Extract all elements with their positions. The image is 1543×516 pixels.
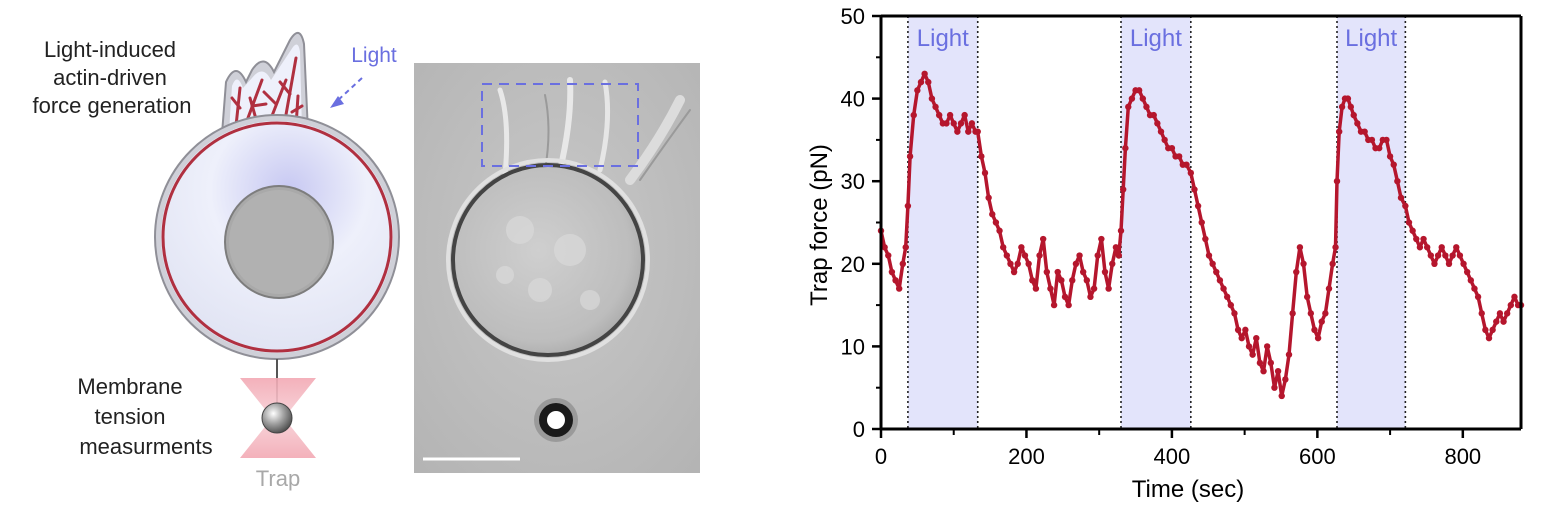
micrograph-cell-halo <box>446 158 650 362</box>
light-label: Light <box>351 44 397 67</box>
cell-schematic: Light-induced actin-driven force generat… <box>33 32 400 491</box>
schematic-title: Light-induced actin-driven force generat… <box>33 37 192 118</box>
y-tick-label: 0 <box>853 417 865 442</box>
measurement-line-3: measurments <box>79 434 212 459</box>
micrograph-texture <box>496 216 600 310</box>
light-band-2 <box>1121 16 1191 429</box>
schematic-title-line-3: force generation <box>33 93 192 118</box>
x-tick-label: 600 <box>1299 444 1336 469</box>
light-arrow <box>330 77 363 108</box>
y-tick-label: 20 <box>841 252 865 277</box>
force-chart: Light Light Light 0 10 20 30 40 50 0 200 400 600 80… <box>806 4 1525 503</box>
x-tick-label: 0 <box>875 444 887 469</box>
x-axis-label: Time (sec) <box>1132 476 1244 503</box>
schematic-title-line-2: actin-driven <box>53 65 167 90</box>
light-band-label-2: Light <box>1130 25 1182 52</box>
y-tick-label: 30 <box>841 169 865 194</box>
measurement-line-2: tension <box>95 404 166 429</box>
micrograph <box>414 63 700 473</box>
x-tick-label: 800 <box>1444 444 1481 469</box>
series-trace-1 <box>879 72 1521 398</box>
light-bands <box>907 16 1407 429</box>
y-tick-label: 50 <box>841 4 865 29</box>
micrograph-bead-center <box>547 411 565 429</box>
light-band-3 <box>1337 16 1406 429</box>
cell-cortex <box>161 121 393 353</box>
light-band-labels: Light Light Light <box>917 25 1398 52</box>
measurement-line-1: Membrane <box>77 374 182 399</box>
y-axis-label: Trap force (pN) <box>806 144 833 306</box>
trap-label: Trap <box>256 466 300 491</box>
trap-bead <box>261 402 293 434</box>
micrograph-cell <box>451 163 645 357</box>
region-of-interest-box <box>481 83 639 167</box>
light-band-label-1: Light <box>917 25 969 52</box>
x-tick-label: 200 <box>1008 444 1045 469</box>
light-band-label-3: Light <box>1345 25 1397 52</box>
x-ticks: 0 200 400 600 800 <box>875 429 1481 469</box>
light-band-1 <box>907 16 978 429</box>
nucleus-inner <box>229 190 329 294</box>
measurement-label: Membrane tension measurments <box>77 374 212 459</box>
y-tick-label: 10 <box>841 334 865 359</box>
protrusion-inner <box>229 44 302 132</box>
force-series <box>877 70 1525 400</box>
y-tick-label: 40 <box>841 87 865 112</box>
y-ticks: 0 10 20 30 40 50 <box>841 4 881 442</box>
schematic-title-line-1: Light-induced <box>44 37 176 62</box>
x-tick-label: 400 <box>1154 444 1191 469</box>
